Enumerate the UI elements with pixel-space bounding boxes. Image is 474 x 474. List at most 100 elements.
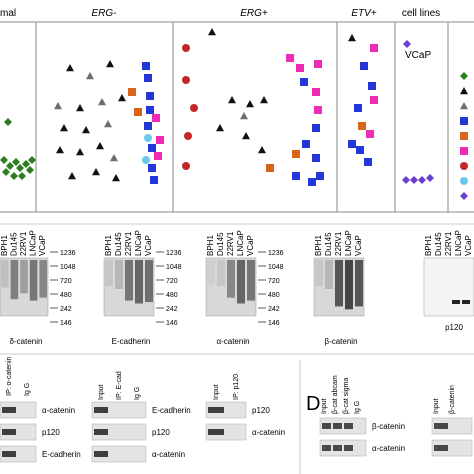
scatter-point bbox=[68, 172, 76, 180]
scatter-panel: mal ERG- ERG+ ETV+ cell lines VCaP bbox=[0, 8, 474, 213]
western-blot-panel: BPH1 Du145 22RV1 LNCaP VCaP p120 bbox=[423, 230, 474, 332]
scatter-point bbox=[150, 176, 158, 184]
lane-label: Input bbox=[98, 384, 105, 400]
ip-blot-panel: Input IP: p120 p120 α-catenin bbox=[205, 374, 285, 441]
western-blot-panel: BPH1 Du145 22RV1 LNCaP VCaP α-catenin 1236 1048… bbox=[205, 230, 284, 346]
blot-band bbox=[94, 407, 108, 413]
scatter-point bbox=[370, 96, 378, 104]
scatter-point bbox=[418, 176, 426, 184]
blot-band bbox=[94, 451, 108, 457]
group-label-cell-lines: cell lines bbox=[402, 8, 440, 19]
lane-label: IP: p120 bbox=[233, 374, 240, 400]
blot-strip bbox=[431, 417, 473, 435]
legend-black-triangle bbox=[460, 87, 468, 95]
scatter-point bbox=[60, 124, 68, 132]
lane-label: IP: E-cad bbox=[116, 371, 123, 400]
blot-smear bbox=[1, 260, 9, 288]
scatter-point bbox=[402, 176, 410, 184]
panel-d: D Input β-cat abcam β-cat sigma Ig G β-caten… bbox=[299, 360, 473, 474]
scatter-point bbox=[182, 44, 190, 52]
scatter-point bbox=[182, 162, 190, 170]
scatter-point bbox=[314, 60, 322, 68]
scatter-point bbox=[368, 82, 376, 90]
scatter-point bbox=[76, 104, 84, 112]
scatter-point bbox=[16, 164, 24, 172]
marker-label: 146 bbox=[268, 320, 280, 327]
scatter-point bbox=[54, 102, 62, 110]
blot-smear bbox=[207, 260, 215, 285]
scatter-point bbox=[182, 76, 190, 84]
scatter-point bbox=[152, 114, 160, 122]
lane-label: Du145 bbox=[9, 232, 18, 256]
marker-label: 242 bbox=[268, 306, 280, 313]
scatter-point bbox=[266, 164, 274, 172]
blot-smear bbox=[115, 260, 123, 289]
blot-smear bbox=[335, 260, 343, 307]
row-label: E-cadherin bbox=[42, 450, 81, 459]
scatter-legend bbox=[460, 72, 468, 200]
blot-strip bbox=[0, 423, 37, 441]
scatter-point bbox=[112, 174, 120, 182]
scatter-point bbox=[134, 108, 142, 116]
legend-gray-triangle bbox=[460, 102, 468, 110]
scatter-point bbox=[0, 156, 8, 164]
blot-smear bbox=[20, 260, 28, 294]
scatter-point bbox=[142, 156, 150, 164]
lane-label: VCaP bbox=[38, 235, 47, 256]
blot-band bbox=[462, 300, 470, 304]
scatter-point bbox=[348, 34, 356, 42]
blot-smear bbox=[10, 260, 19, 300]
legend-red-circle bbox=[460, 162, 468, 170]
lane-label: 22RV1 bbox=[226, 231, 235, 256]
scatter-point bbox=[66, 64, 74, 72]
row-label: p120 bbox=[252, 406, 270, 415]
blot-smear bbox=[247, 260, 255, 301]
legend-blue-square bbox=[460, 117, 468, 125]
blot-band bbox=[452, 300, 460, 304]
blot-strip bbox=[91, 445, 147, 463]
blot-strip bbox=[91, 401, 147, 419]
scatter-point bbox=[358, 122, 366, 130]
panel-letter-d: D bbox=[306, 393, 320, 415]
scatter-point bbox=[144, 122, 152, 130]
scatter-point bbox=[300, 78, 308, 86]
lane-label: β-cat sigma bbox=[343, 378, 350, 414]
scatter-point bbox=[148, 144, 156, 152]
marker-label: 720 bbox=[60, 278, 72, 285]
marker-label: 1048 bbox=[60, 264, 76, 271]
blot-smear bbox=[355, 260, 363, 307]
blot-smear bbox=[125, 260, 133, 301]
lane-label: BPH1 bbox=[424, 235, 433, 256]
lane-label: BPH1 bbox=[206, 235, 215, 256]
lane-label: LNCaP bbox=[454, 230, 463, 256]
blot-caption: α-catenin bbox=[216, 337, 249, 346]
marker-label: 1048 bbox=[166, 264, 182, 271]
blot-smear bbox=[29, 260, 38, 301]
scatter-point bbox=[184, 132, 192, 140]
blot-band bbox=[208, 429, 224, 435]
blot-smear bbox=[237, 260, 245, 304]
marker-label: 1236 bbox=[60, 250, 76, 257]
scatter-point bbox=[208, 28, 216, 36]
scatter-point bbox=[292, 172, 300, 180]
scatter-point bbox=[242, 132, 250, 140]
scatter-point bbox=[56, 146, 64, 154]
lane-label: VCaP bbox=[354, 235, 363, 256]
lane-label: Input bbox=[433, 398, 440, 414]
lane-label: Ig G bbox=[24, 383, 31, 396]
blot-smear bbox=[217, 260, 225, 287]
scatter-point bbox=[144, 134, 152, 142]
lane-label: Input bbox=[321, 398, 328, 414]
blot-band bbox=[434, 423, 448, 429]
blot-band bbox=[322, 423, 331, 429]
legend-cyan-circle bbox=[460, 177, 468, 185]
scatter-point bbox=[286, 54, 294, 62]
blot-strip bbox=[91, 423, 147, 441]
ip-blot-panel: IP: α-catenin Ig G α-catenin p120 E-cadherin bbox=[0, 356, 81, 463]
scatter-point bbox=[410, 176, 418, 184]
scatter-point bbox=[426, 174, 434, 182]
blot-membrane bbox=[0, 257, 49, 317]
scatter-point bbox=[104, 120, 112, 128]
blot-smear bbox=[227, 260, 235, 298]
